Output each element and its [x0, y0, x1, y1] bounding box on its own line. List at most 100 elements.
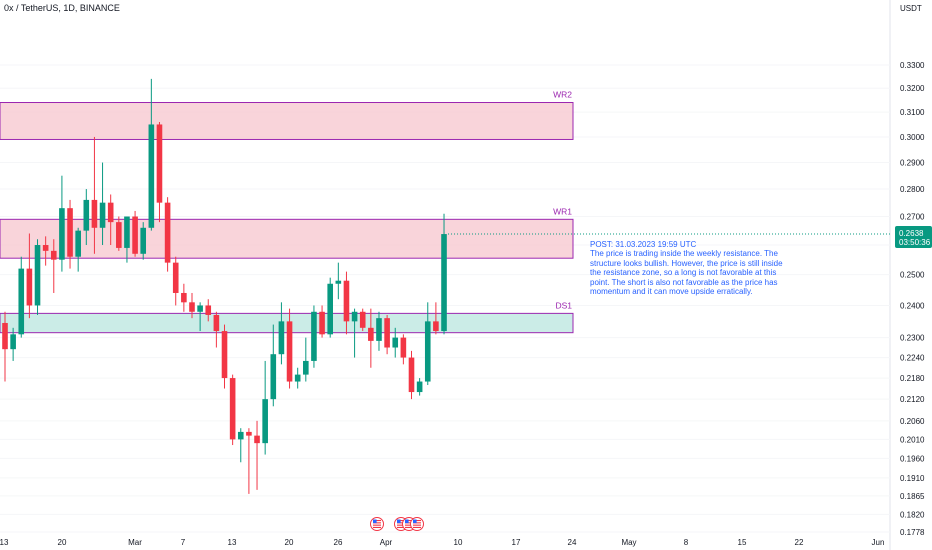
zone-ds1[interactable]: [0, 312, 574, 334]
candle-body: [400, 337, 407, 358]
candle[interactable]: [50, 239, 57, 293]
candle[interactable]: [181, 283, 187, 312]
flag-stripe: [413, 524, 421, 526]
flag-stripe: [397, 526, 405, 528]
flag-stripe: [405, 526, 413, 528]
candle[interactable]: [311, 305, 317, 368]
candle[interactable]: [2, 311, 8, 382]
candle[interactable]: [441, 213, 447, 335]
candle-body: [189, 302, 195, 312]
candle[interactable]: [197, 302, 203, 332]
candle[interactable]: [221, 324, 228, 389]
candle[interactable]: [262, 360, 268, 455]
flag-stripe: [413, 520, 421, 522]
candle[interactable]: [319, 305, 325, 338]
candle[interactable]: [172, 256, 179, 306]
candle[interactable]: [237, 428, 244, 463]
candle[interactable]: [67, 199, 73, 269]
candle[interactable]: [294, 367, 301, 389]
candle[interactable]: [18, 256, 25, 338]
flag-stripe: [413, 522, 421, 524]
price-tick-label: 0.2120: [900, 395, 925, 404]
candle[interactable]: [286, 308, 293, 389]
note-line: momentum and it can move upside erratica…: [590, 287, 753, 297]
candle[interactable]: [303, 337, 309, 382]
candles: [2, 78, 447, 494]
us-flag-icon[interactable]: [410, 517, 424, 531]
candle[interactable]: [351, 308, 358, 358]
candle[interactable]: [270, 324, 277, 407]
flag-canton: [405, 519, 409, 524]
candle-body: [172, 262, 179, 293]
candle[interactable]: [278, 302, 285, 365]
candle[interactable]: [392, 327, 399, 358]
price-tick-label: 0.2800: [900, 185, 925, 194]
candle-body: [327, 283, 333, 335]
candle[interactable]: [140, 222, 147, 260]
candle-body: [75, 230, 81, 257]
time-axis[interactable]: 13 20 Mar 7 13 20 26 Apr 10 17 24 May 8 15 22 Jun: [0, 538, 884, 547]
candle[interactable]: [400, 334, 407, 365]
candle[interactable]: [343, 271, 350, 335]
candle[interactable]: [384, 314, 390, 355]
candle[interactable]: [254, 420, 260, 490]
candle-body: [164, 202, 171, 263]
candle[interactable]: [335, 262, 342, 300]
candle-body: [359, 311, 366, 328]
candle[interactable]: [433, 302, 439, 335]
candle-body: [107, 202, 114, 223]
zone-wr2[interactable]: [0, 102, 574, 140]
candle[interactable]: [26, 233, 33, 319]
time-tick-label: Mar: [128, 538, 142, 547]
flag-stripe: [373, 524, 381, 526]
time-tick-label: 20: [285, 538, 294, 547]
candle[interactable]: [99, 162, 106, 246]
candle[interactable]: [83, 189, 90, 246]
candle[interactable]: [246, 428, 252, 494]
candle[interactable]: [359, 308, 366, 332]
price-tick-label: 0.2240: [900, 354, 925, 363]
symbol-title: 0x / TetherUS, 1D, BINANCE: [4, 3, 120, 13]
flag-stripe: [405, 522, 413, 524]
candle[interactable]: [368, 308, 374, 368]
candle[interactable]: [229, 374, 236, 446]
candle[interactable]: [132, 210, 138, 257]
candle[interactable]: [408, 350, 415, 400]
candle[interactable]: [148, 78, 155, 231]
candle[interactable]: [10, 327, 16, 361]
candle[interactable]: [416, 378, 423, 396]
candle[interactable]: [164, 197, 171, 272]
candle[interactable]: [42, 236, 49, 266]
candle-body: [116, 222, 122, 248]
candle[interactable]: [156, 121, 163, 223]
candle[interactable]: [424, 302, 431, 386]
candle[interactable]: [59, 175, 65, 272]
candle[interactable]: [376, 311, 382, 351]
flag-field: [373, 519, 381, 529]
candle[interactable]: [327, 277, 333, 338]
flag-field: [405, 519, 413, 529]
flag-stripe: [413, 526, 421, 528]
candle-body: [10, 334, 16, 350]
candle-body: [148, 124, 155, 228]
flag-stripe: [373, 520, 381, 522]
candle[interactable]: [205, 299, 212, 322]
candle-body: [416, 381, 423, 393]
candle[interactable]: [213, 311, 220, 348]
us-flag-icon[interactable]: [370, 517, 384, 531]
candle[interactable]: [91, 136, 98, 254]
candle[interactable]: [124, 216, 130, 263]
candle[interactable]: [116, 216, 122, 251]
candle[interactable]: [189, 292, 195, 319]
price-tick-label: 0.1778: [900, 528, 925, 537]
candle-body: [181, 292, 187, 303]
candle[interactable]: [34, 239, 41, 315]
candle-body: [156, 124, 163, 203]
candle-body: [319, 311, 325, 335]
candle[interactable]: [75, 227, 81, 272]
candle-body: [140, 227, 147, 254]
candle-body: [67, 208, 73, 257]
candle[interactable]: [107, 194, 114, 246]
price-axis[interactable]: 0.3300 0.3200 0.3100 0.3000 0.2900 0.2800 0.27…: [900, 61, 925, 537]
